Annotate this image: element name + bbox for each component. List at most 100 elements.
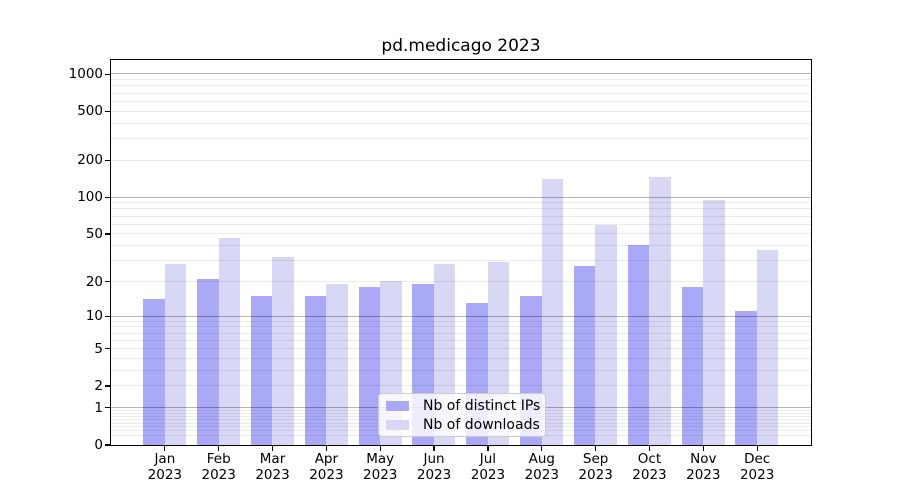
y-tick-mark [105, 315, 110, 317]
x-tick-mark [702, 446, 704, 451]
grid-line-minor [110, 326, 811, 328]
y-tick-label: 5 [94, 340, 103, 357]
plot-area [109, 58, 812, 446]
x-tick-mark [218, 446, 220, 451]
bar-downloads-dec [756, 249, 779, 445]
bar-downloads-oct [649, 177, 671, 445]
bar-downloads-jan [164, 264, 187, 445]
x-tick-label: Jan 2023 [147, 451, 183, 483]
y-tick-mark [105, 444, 110, 446]
grid-line-minor [110, 357, 811, 359]
x-tick-label: Nov 2023 [686, 451, 721, 483]
x-tick-label: Feb 2023 [201, 451, 236, 483]
bar-downloads-aug [541, 179, 564, 445]
grid-line-minor [110, 320, 811, 322]
legend-swatch-downloads [386, 419, 409, 430]
grid-line-minor [110, 348, 811, 350]
y-tick-mark [105, 196, 110, 198]
grid-line-minor [110, 385, 811, 387]
grid-line-major [110, 315, 811, 317]
grid-line-minor [110, 280, 811, 282]
bar-distinct-ips-feb [197, 278, 219, 445]
bar-downloads-feb [218, 238, 240, 445]
grid-line-minor [110, 332, 811, 334]
x-tick-label: Sep 2023 [578, 451, 613, 483]
y-tick-label: 500 [77, 103, 103, 120]
grid-line-minor [110, 233, 811, 235]
legend-swatch-distinct-ips [386, 400, 409, 411]
y-tick-label: 1 [94, 399, 103, 416]
x-tick-label: Oct 2023 [632, 451, 667, 483]
grid-line-minor [110, 369, 811, 371]
y-tick-mark [105, 385, 110, 387]
bar-distinct-ips-oct [627, 245, 650, 445]
x-tick-label: Dec 2023 [739, 451, 775, 483]
grid-line-minor [110, 339, 811, 341]
grid-line-major [110, 196, 811, 198]
x-tick-mark [487, 446, 489, 451]
bar-downloads-apr [326, 284, 348, 445]
y-tick-mark [105, 110, 110, 112]
x-tick-mark [433, 446, 435, 451]
grid-line-minor [110, 244, 811, 246]
x-tick-mark [648, 446, 651, 451]
x-tick-mark [379, 446, 381, 451]
legend-item-downloads: Nb of downloads [379, 418, 545, 432]
grid-line-minor [110, 100, 811, 102]
bar-downloads-mar [272, 257, 294, 445]
x-tick-label: Apr 2023 [309, 451, 344, 483]
x-tick-mark [756, 446, 758, 451]
y-tick-label: 100 [77, 189, 103, 206]
bar-distinct-ips-dec [735, 311, 757, 445]
x-tick-label: Jun 2023 [416, 451, 452, 483]
y-tick-label: 50 [85, 225, 103, 242]
x-tick-mark [271, 446, 274, 451]
y-tick-mark [105, 233, 110, 235]
x-tick-mark [325, 446, 327, 451]
grid-line-minor [110, 208, 811, 210]
chart-title: pd.medicago 2023 [381, 36, 541, 56]
y-tick-mark [105, 280, 110, 283]
bar-distinct-ips-mar [250, 296, 273, 445]
grid-line-minor [110, 110, 811, 112]
x-tick-mark [595, 446, 597, 451]
legend-label-distinct-ips: Nb of distinct IPs [423, 397, 541, 414]
bar-distinct-ips-apr [304, 296, 327, 445]
x-tick-label: Jul 2023 [470, 451, 506, 483]
x-tick-label: Aug 2023 [524, 451, 559, 483]
bar-distinct-ips-nov [681, 286, 704, 445]
y-tick-mark [105, 73, 110, 75]
bar-distinct-ips-sep [573, 265, 596, 445]
y-tick-label: 1000 [68, 66, 103, 83]
legend: Nb of distinct IPs Nb of downloads [378, 393, 546, 437]
y-tick-mark [105, 348, 110, 350]
y-tick-label: 2 [94, 378, 103, 395]
grid-line-minor [110, 159, 811, 161]
legend-item-distinct-ips: Nb of distinct IPs [379, 399, 545, 413]
bar-downloads-sep [595, 225, 617, 445]
grid-line-minor [110, 122, 811, 124]
y-tick-mark [105, 159, 110, 161]
bar-distinct-ips-jan [143, 299, 165, 445]
x-tick-mark [541, 446, 543, 451]
bar-downloads-nov [703, 199, 725, 445]
grid-line-minor [110, 85, 811, 87]
x-tick-label: Mar 2023 [255, 451, 290, 483]
grid-line-minor [110, 79, 811, 81]
x-tick-label: May 2023 [363, 451, 398, 483]
grid-line-minor [110, 137, 811, 139]
grid-line-minor [110, 215, 811, 217]
y-tick-label: 10 [85, 308, 103, 325]
y-tick-label: 20 [85, 273, 103, 290]
y-tick-label: 0 [94, 437, 103, 453]
y-tick-mark [105, 407, 110, 409]
y-tick-label: 200 [77, 152, 103, 169]
grid-line-minor [110, 259, 811, 261]
x-tick-mark [164, 446, 166, 451]
grid-line-major [110, 73, 811, 75]
grid-line-minor [110, 92, 811, 94]
legend-label-downloads: Nb of downloads [423, 416, 540, 433]
grid-line-minor [110, 223, 811, 225]
bar-distinct-ips-may [358, 286, 381, 445]
